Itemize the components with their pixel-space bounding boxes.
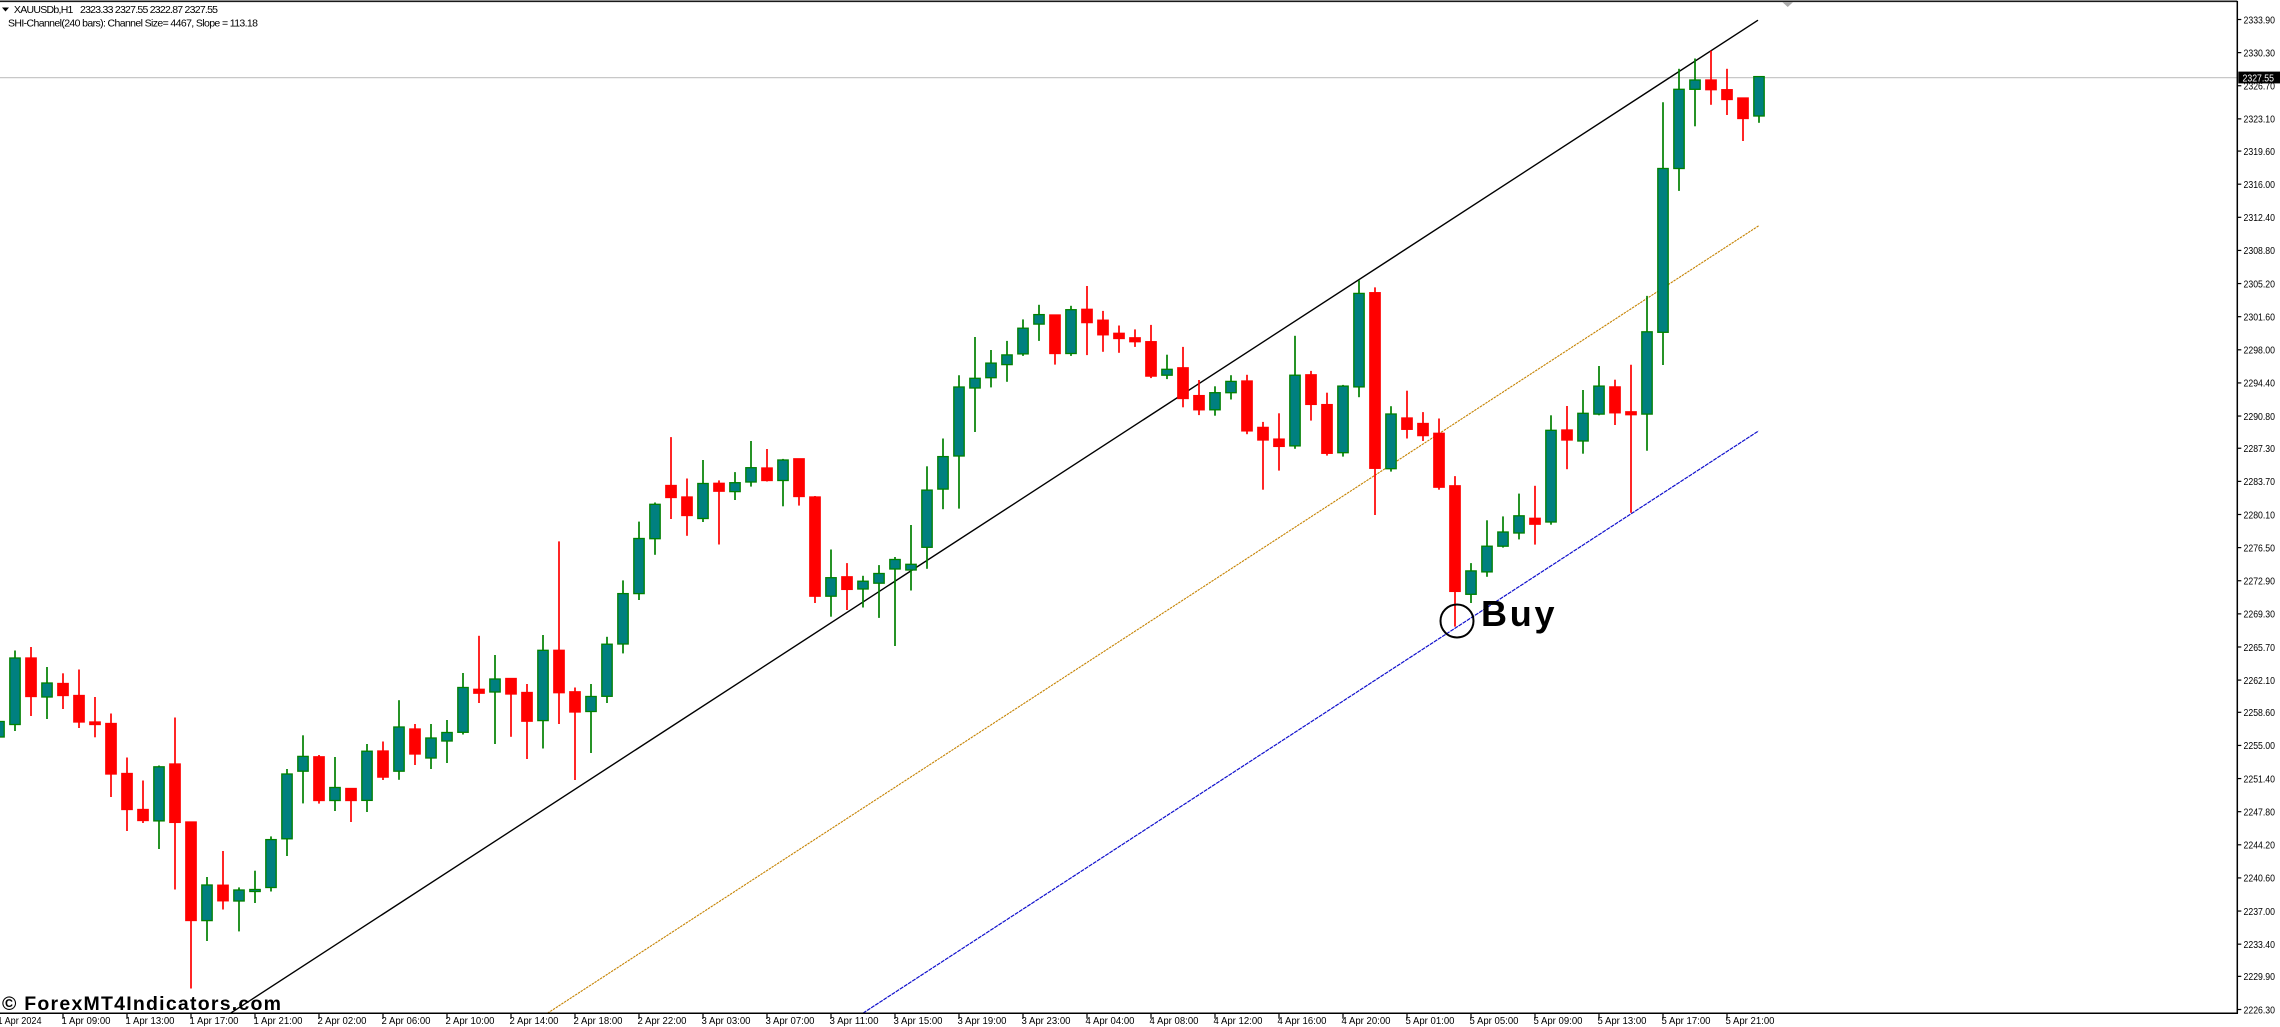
svg-text:4 Apr 04:00: 4 Apr 04:00 — [1086, 1015, 1135, 1027]
svg-text:2 Apr 22:00: 2 Apr 22:00 — [638, 1015, 687, 1027]
svg-text:2 Apr 10:00: 2 Apr 10:00 — [446, 1015, 495, 1027]
svg-text:2287.30: 2287.30 — [2244, 443, 2276, 455]
svg-text:3 Apr 07:00: 3 Apr 07:00 — [766, 1015, 815, 1027]
svg-text:2255.00: 2255.00 — [2244, 740, 2276, 752]
svg-text:2280.10: 2280.10 — [2244, 509, 2276, 521]
svg-text:2272.90: 2272.90 — [2244, 576, 2276, 588]
svg-text:4 Apr 20:00: 4 Apr 20:00 — [1342, 1015, 1391, 1027]
svg-text:2269.30: 2269.30 — [2244, 609, 2276, 621]
svg-text:Buy: Buy — [1481, 593, 1555, 634]
svg-text:2237.00: 2237.00 — [2244, 906, 2276, 918]
svg-text:2333.90: 2333.90 — [2244, 14, 2276, 26]
svg-text:5 Apr 09:00: 5 Apr 09:00 — [1534, 1015, 1583, 1027]
svg-text:2258.60: 2258.60 — [2244, 707, 2276, 719]
svg-text:2312.40: 2312.40 — [2244, 212, 2276, 224]
svg-text:2 Apr 18:00: 2 Apr 18:00 — [574, 1015, 623, 1027]
svg-text:1 Apr 17:00: 1 Apr 17:00 — [190, 1015, 239, 1027]
svg-text:1 Apr 09:00: 1 Apr 09:00 — [62, 1015, 111, 1027]
svg-text:4 Apr 16:00: 4 Apr 16:00 — [1278, 1015, 1327, 1027]
svg-text:1 Apr 2024: 1 Apr 2024 — [0, 1015, 42, 1027]
svg-text:2247.80: 2247.80 — [2244, 806, 2276, 818]
svg-text:2 Apr 14:00: 2 Apr 14:00 — [510, 1015, 559, 1027]
svg-text:2283.70: 2283.70 — [2244, 476, 2276, 488]
svg-text:3 Apr 15:00: 3 Apr 15:00 — [894, 1015, 943, 1027]
svg-text:1 Apr 21:00: 1 Apr 21:00 — [254, 1015, 303, 1027]
svg-text:2323.10: 2323.10 — [2244, 114, 2276, 126]
svg-text:2316.00: 2316.00 — [2244, 179, 2276, 191]
svg-text:3 Apr 11:00: 3 Apr 11:00 — [830, 1015, 879, 1027]
svg-text:4 Apr 12:00: 4 Apr 12:00 — [1214, 1015, 1263, 1027]
svg-text:SHI-Channel(240 bars): Channel: SHI-Channel(240 bars): Channel Size= 446… — [8, 18, 258, 30]
svg-text:1 Apr 13:00: 1 Apr 13:00 — [126, 1015, 175, 1027]
svg-text:4 Apr 08:00: 4 Apr 08:00 — [1150, 1015, 1199, 1027]
svg-text:2294.40: 2294.40 — [2244, 378, 2276, 390]
svg-text:2265.70: 2265.70 — [2244, 642, 2276, 654]
svg-text:XAUUSDb,H1: XAUUSDb,H1 — [14, 4, 74, 16]
svg-text:2226.30: 2226.30 — [2244, 1004, 2276, 1016]
svg-text:2 Apr 02:00: 2 Apr 02:00 — [318, 1015, 367, 1027]
svg-text:2330.30: 2330.30 — [2244, 47, 2276, 59]
svg-text:2308.80: 2308.80 — [2244, 245, 2276, 257]
svg-text:2298.00: 2298.00 — [2244, 345, 2276, 357]
svg-text:© ForexMT4Indicators.com: © ForexMT4Indicators.com — [2, 993, 281, 1015]
svg-text:2229.90: 2229.90 — [2244, 971, 2276, 983]
svg-text:2326.70: 2326.70 — [2244, 81, 2276, 93]
svg-text:2251.40: 2251.40 — [2244, 773, 2276, 785]
svg-text:2319.60: 2319.60 — [2244, 146, 2276, 158]
svg-text:2327.55: 2327.55 — [2243, 72, 2275, 84]
svg-text:2323.33 2327.55 2322.87 2327.5: 2323.33 2327.55 2322.87 2327.55 — [80, 4, 218, 16]
svg-text:2262.10: 2262.10 — [2244, 675, 2276, 687]
svg-text:5 Apr 17:00: 5 Apr 17:00 — [1662, 1015, 1711, 1027]
svg-text:5 Apr 05:00: 5 Apr 05:00 — [1470, 1015, 1519, 1027]
svg-text:2301.60: 2301.60 — [2244, 311, 2276, 323]
svg-text:2 Apr 06:00: 2 Apr 06:00 — [382, 1015, 431, 1027]
svg-text:5 Apr 01:00: 5 Apr 01:00 — [1406, 1015, 1455, 1027]
svg-text:2305.20: 2305.20 — [2244, 278, 2276, 290]
svg-text:2290.80: 2290.80 — [2244, 411, 2276, 423]
svg-text:2240.60: 2240.60 — [2244, 873, 2276, 885]
svg-text:2233.40: 2233.40 — [2244, 939, 2276, 951]
svg-text:3 Apr 19:00: 3 Apr 19:00 — [958, 1015, 1007, 1027]
svg-text:5 Apr 13:00: 5 Apr 13:00 — [1598, 1015, 1647, 1027]
svg-text:3 Apr 23:00: 3 Apr 23:00 — [1022, 1015, 1071, 1027]
svg-text:2276.50: 2276.50 — [2244, 542, 2276, 554]
svg-text:5 Apr 21:00: 5 Apr 21:00 — [1726, 1015, 1775, 1027]
svg-text:3 Apr 03:00: 3 Apr 03:00 — [702, 1015, 751, 1027]
svg-text:2244.20: 2244.20 — [2244, 840, 2276, 852]
